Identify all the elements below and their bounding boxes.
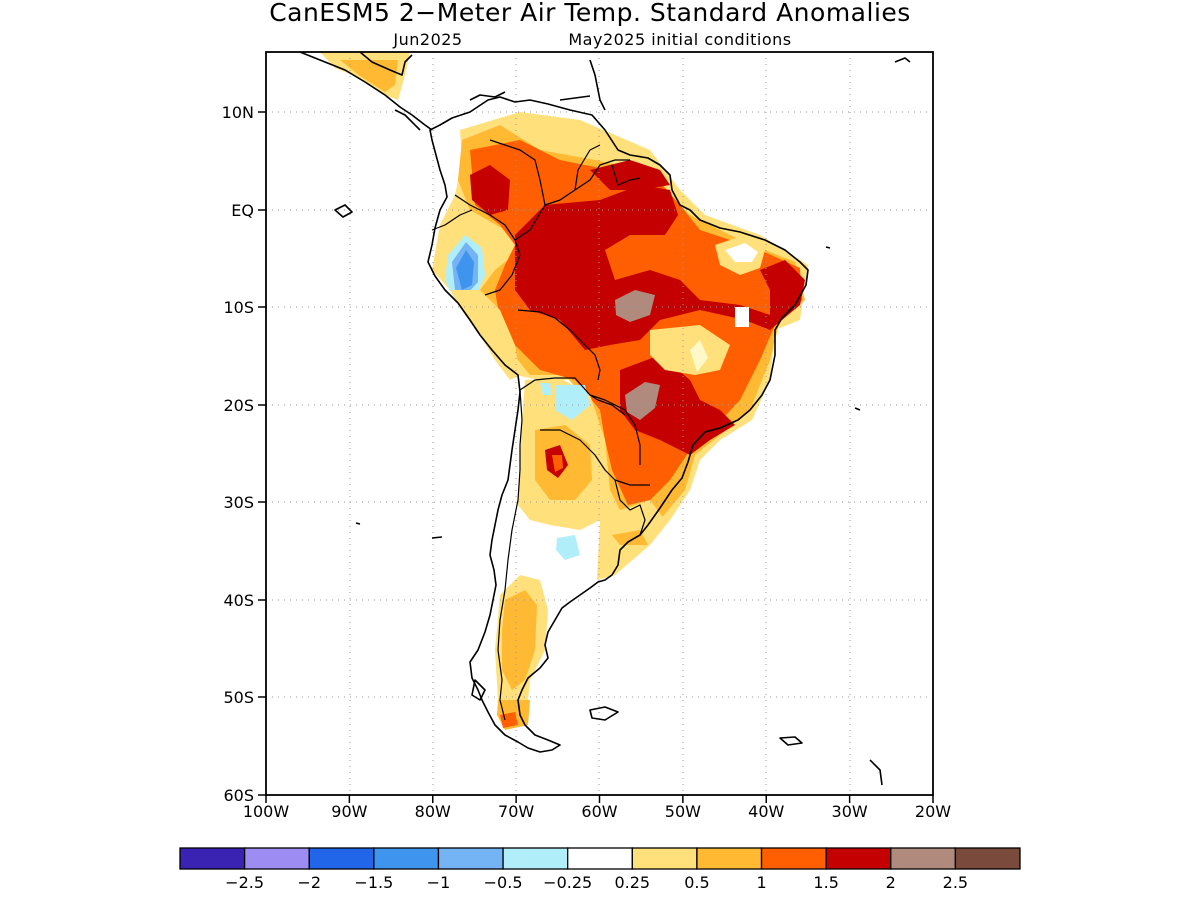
colorbar-swatch xyxy=(502,847,569,870)
lat-tick-label: 20S xyxy=(223,396,254,415)
lon-tick-label: 40W xyxy=(748,802,784,821)
lon-tick-label: 100W xyxy=(243,802,290,821)
map-initial-conditions: May2025 initial conditions xyxy=(568,30,791,49)
colorbar-label: −2.5 xyxy=(225,873,264,892)
colorbar-label: 2.5 xyxy=(943,873,968,892)
colorbar-swatch xyxy=(243,847,310,870)
colorbar-label: 2 xyxy=(886,873,896,892)
colorbar-label: −0.25 xyxy=(543,873,592,892)
lon-tick-label: 50W xyxy=(665,802,701,821)
latitude-axis: 10N EQ 10S 20S 30S 40S 50S 60S xyxy=(222,103,266,805)
colorbar-swatch xyxy=(567,847,633,870)
longitude-axis: 100W 90W 80W 70W 60W 50W 40W 30W 20W xyxy=(243,795,951,821)
lat-tick-label: 40S xyxy=(223,591,254,610)
country-borders xyxy=(431,139,650,721)
lon-tick-label: 90W xyxy=(331,802,367,821)
colorbar-label: 0.25 xyxy=(614,873,650,892)
colorbar-swatch xyxy=(954,847,1021,870)
colorbar: −2.5 −2 −1.5 −1 −0.5 −0.25 0.25 0.5 1 1.5 2 2.5 xyxy=(179,847,1021,892)
colorbar-swatch xyxy=(760,847,827,870)
map-title: CanESM5 2−Meter Air Temp. Standard Anoma… xyxy=(269,0,911,27)
colorbar-label: 1.5 xyxy=(813,873,838,892)
lon-tick-label: 30W xyxy=(832,802,868,821)
colorbar-swatch xyxy=(696,847,763,870)
brown-anomaly-spot-1 xyxy=(615,290,655,322)
colorbar-label: −1.5 xyxy=(354,873,393,892)
south-america-coastline xyxy=(427,96,809,753)
coastlines xyxy=(299,52,911,786)
lat-tick-label: 60S xyxy=(223,786,254,805)
colorbar-swatch xyxy=(890,847,957,870)
colorbar-label: −0.5 xyxy=(484,873,523,892)
colorbar-swatch xyxy=(825,847,892,870)
colorbar-swatch xyxy=(308,847,375,870)
lat-tick-label: EQ xyxy=(231,201,254,220)
lat-tick-label: 30S xyxy=(223,493,254,512)
amazon-warm-core xyxy=(515,185,805,350)
colorbar-label: 0.5 xyxy=(684,873,709,892)
lat-tick-label: 10N xyxy=(222,103,254,122)
lon-tick-label: 20W xyxy=(915,802,951,821)
map-plot-area xyxy=(266,52,933,795)
lat-tick-label: 50S xyxy=(223,688,254,707)
colorbar-label: −1 xyxy=(427,873,451,892)
colorbar-swatch xyxy=(373,847,440,870)
anomaly-shading xyxy=(320,52,808,730)
central-america-coastline xyxy=(299,52,433,131)
map-valid-month: Jun2025 xyxy=(392,30,462,49)
colorbar-label: −2 xyxy=(297,873,321,892)
lon-tick-label: 60W xyxy=(581,802,617,821)
colorbar-swatch xyxy=(631,847,698,870)
lon-tick-label: 70W xyxy=(498,802,534,821)
lat-tick-label: 10S xyxy=(223,298,254,317)
brown-anomaly-spot-2 xyxy=(625,382,660,420)
colorbar-swatch xyxy=(437,847,504,870)
colorbar-swatch xyxy=(179,847,246,870)
lon-tick-label: 80W xyxy=(415,802,451,821)
colorbar-label: 1 xyxy=(756,873,766,892)
